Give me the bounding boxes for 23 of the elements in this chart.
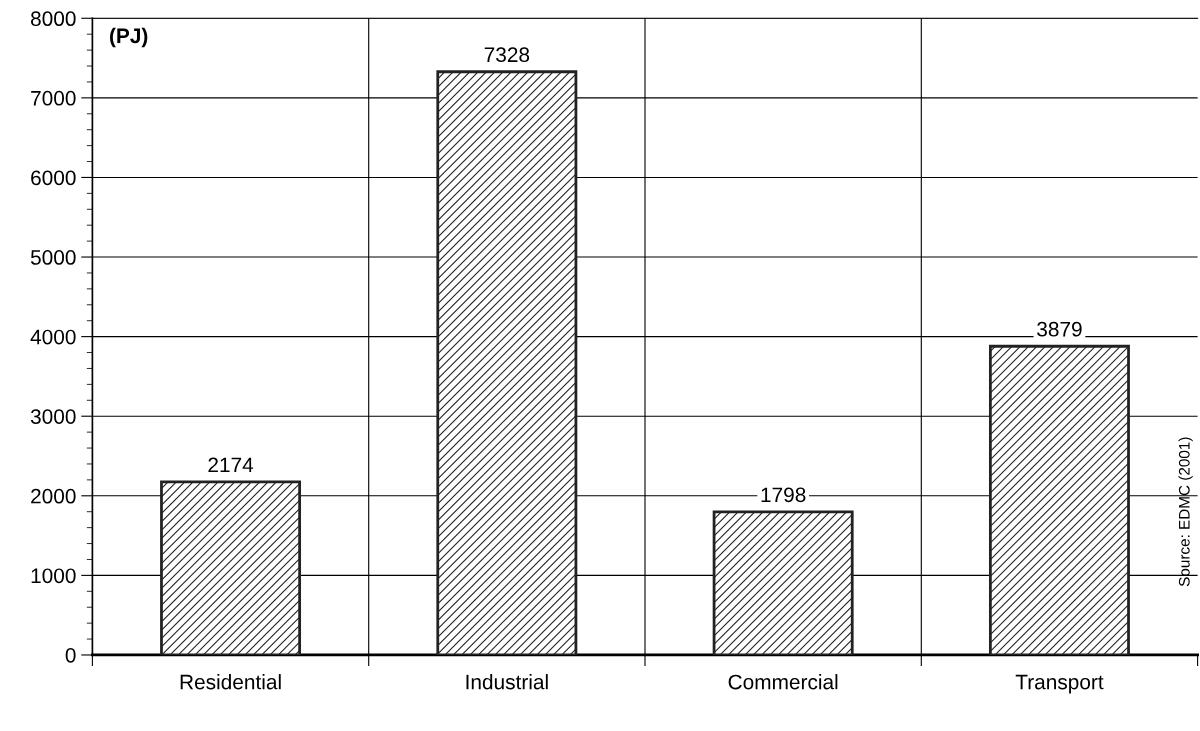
y-tick-label: 3000 (30, 409, 76, 424)
y-tick-label: 4000 (30, 329, 76, 345)
bar (712, 510, 854, 655)
data-label: 7328 (484, 47, 530, 63)
data-label: 1798 (761, 487, 806, 503)
x-tick-label: Transport (1015, 674, 1104, 694)
y-tick-label: 5000 (30, 250, 76, 265)
bar (160, 480, 302, 655)
y-tick-label: 1000 (31, 568, 76, 584)
y-tick-label: 6000 (31, 170, 76, 186)
data-label: 2174 (208, 457, 254, 473)
x-tick-label: Commercial (728, 674, 838, 690)
y-tick-label: 2000 (31, 488, 76, 504)
y-tick-label: 7000 (31, 90, 76, 106)
bar (436, 70, 578, 655)
x-tick-label: Industrial (466, 674, 548, 690)
annotation: Source: EDMC (2001) (1178, 437, 1193, 587)
y-tick-label: 8000 (30, 11, 76, 27)
y-tick-label: 0 (65, 647, 76, 663)
x-tick-label: Residential (180, 674, 281, 690)
bar (988, 344, 1130, 655)
data-label: 3879 (1037, 321, 1082, 337)
y-axis-title: (PJ) (110, 27, 148, 48)
